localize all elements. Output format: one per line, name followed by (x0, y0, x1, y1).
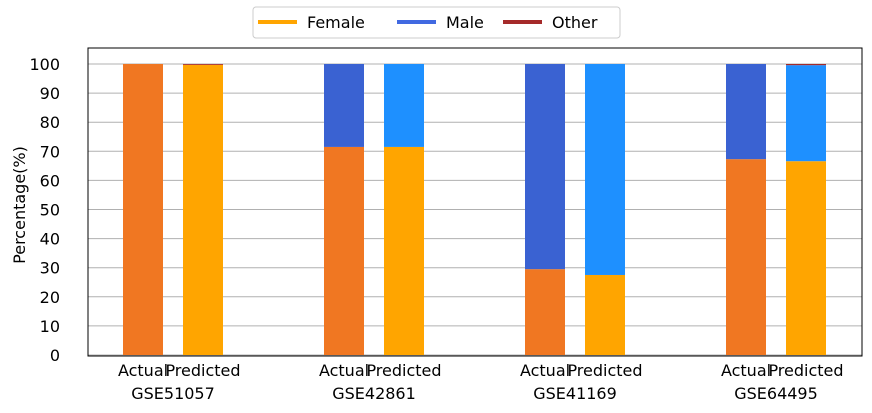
x-tick-label: Predicted (165, 361, 240, 380)
group-label: GSE51057 (131, 384, 215, 403)
x-tick-label: Actual (520, 361, 570, 380)
x-axis: ActualPredictedGSE51057ActualPredictedGS… (118, 361, 844, 403)
legend-label: Other (552, 13, 598, 32)
bar-segment-female (123, 64, 163, 355)
x-tick-label: Predicted (567, 361, 642, 380)
group-label: GSE42861 (332, 384, 416, 403)
y-tick-label: 70 (40, 142, 60, 161)
bar-segment-male (585, 64, 625, 275)
bar-segment-other (786, 64, 826, 66)
group-label: GSE41169 (533, 384, 617, 403)
y-tick-label: 30 (40, 259, 60, 278)
bar-segment-female (384, 146, 424, 355)
bar-segment-male (324, 64, 364, 147)
legend-label: Female (307, 13, 365, 32)
bar-segment-other (183, 64, 223, 65)
bar-group (324, 64, 424, 355)
y-tick-label: 20 (40, 288, 60, 307)
y-tick-label: 50 (40, 201, 60, 220)
plot-frame (87, 47, 863, 357)
y-tick-label: 90 (40, 84, 60, 103)
x-tick-label: Actual (721, 361, 771, 380)
bar-segment-male (726, 64, 766, 160)
bar-segment-female (786, 161, 826, 355)
y-tick-label: 40 (40, 230, 60, 249)
y-tick-label: 60 (40, 171, 60, 190)
y-tick-label: 100 (29, 55, 60, 74)
x-tick-label: Predicted (366, 361, 441, 380)
legend-label: Male (446, 13, 484, 32)
x-tick-label: Predicted (768, 361, 843, 380)
y-axis-label: Percentage(%) (10, 146, 29, 264)
x-tick-label: Actual (118, 361, 168, 380)
bar-segment-male (384, 64, 424, 147)
bar-segment-male (525, 64, 565, 270)
y-axis: 0 10 20 30 40 50 60 70 80 90 100 (29, 55, 60, 365)
bar-segment-female (183, 64, 223, 356)
y-tick-label: 10 (40, 317, 60, 336)
bars (123, 64, 826, 356)
bar-group (726, 64, 826, 355)
legend-box (252, 6, 621, 39)
group-label: GSE64495 (734, 384, 818, 403)
bar-segment-female (726, 159, 766, 355)
bar-segment-female (525, 269, 565, 355)
y-tick-label: 0 (50, 346, 60, 365)
x-tick-label: Actual (319, 361, 369, 380)
bar-group (123, 64, 223, 356)
legend: Female Male Other (252, 6, 621, 39)
y-tick-label: 80 (40, 113, 60, 132)
bar-segment-male (786, 65, 826, 162)
bar-group (525, 64, 625, 355)
bar-segment-female (324, 146, 364, 355)
bar-segment-female (585, 274, 625, 355)
